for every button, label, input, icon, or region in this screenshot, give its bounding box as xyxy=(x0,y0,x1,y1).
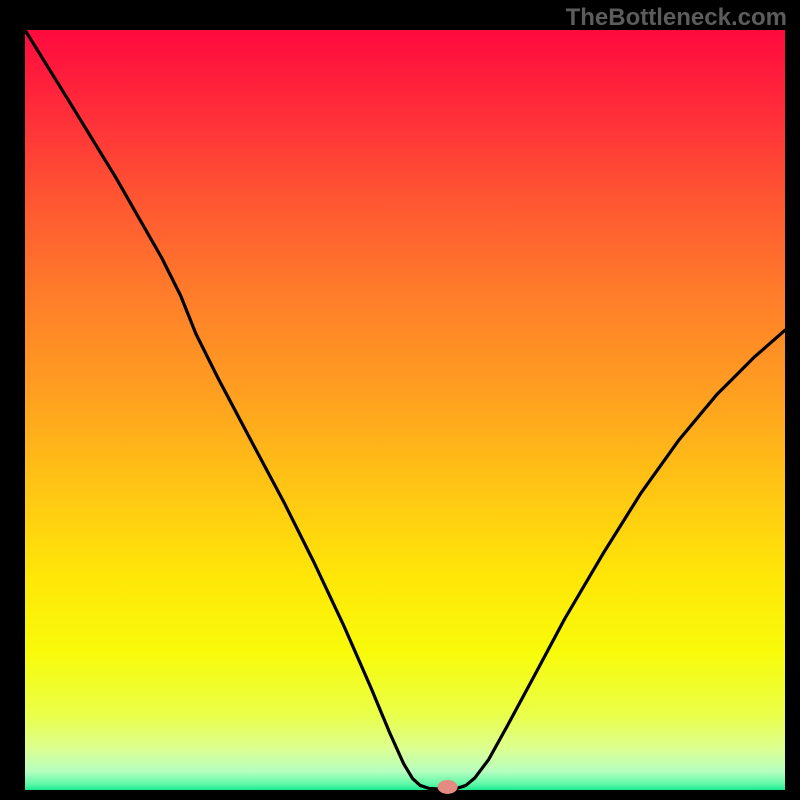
bottleneck-chart-svg xyxy=(0,0,800,800)
chart-frame: TheBottleneck.com xyxy=(0,0,800,800)
plot-background xyxy=(25,30,785,790)
watermark-text: TheBottleneck.com xyxy=(566,4,787,32)
optimum-marker xyxy=(438,780,458,794)
